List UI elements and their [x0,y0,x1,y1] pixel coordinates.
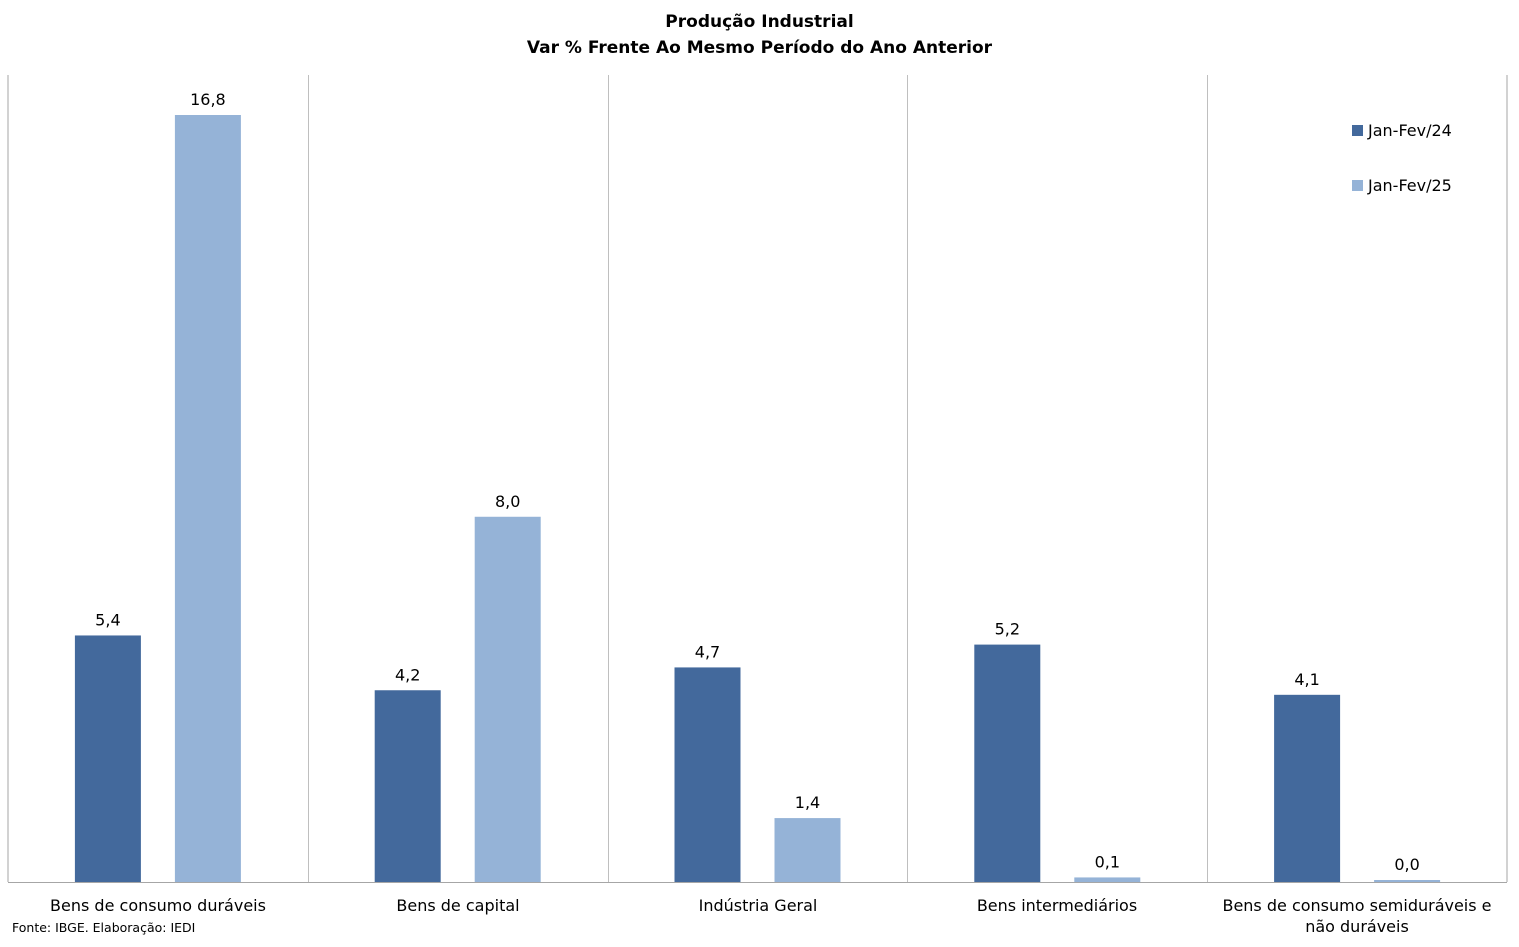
data-label: 0,0 [1394,855,1419,874]
data-label: 5,2 [995,620,1020,639]
x-tick-label: Bens de capital [396,896,520,915]
chart-title: Produção Industrial [665,12,854,32]
data-label: 1,4 [795,793,820,812]
data-label: 0,1 [1095,852,1120,871]
bar-series-1 [1274,694,1341,882]
legend-swatch-series-1 [1352,125,1363,136]
legend-item-series-1: Jan-Fev/24 [1352,121,1452,140]
x-tick-label: Bens intermediários [976,896,1138,915]
x-tick-label: Indústria Geral [698,896,818,915]
legend-label-series-1: Jan-Fev/24 [1368,121,1452,140]
bar-series-2 [474,516,541,882]
bar-series-1 [974,644,1041,882]
x-tick-label: Bens de consumo semiduráveis e não duráv… [1222,896,1492,936]
bar-series-2 [774,818,841,882]
data-label: 4,1 [1294,670,1319,689]
legend-label-series-2: Jan-Fev/25 [1368,176,1452,195]
data-label: 16,8 [190,90,226,109]
legend-item-series-2: Jan-Fev/25 [1352,176,1452,195]
legend-swatch-series-2 [1352,180,1363,191]
data-label: 8,0 [495,492,520,511]
data-label: 4,7 [695,642,720,661]
data-label: 4,2 [395,665,420,684]
x-tick-label: Bens de consumo duráveis [50,896,266,915]
bar-series-2 [174,115,241,882]
data-label: 5,4 [95,610,120,629]
bar-series-2 [1374,880,1441,882]
bar-series-1 [74,635,141,882]
bar-series-1 [674,667,741,882]
bar-series-2 [1074,877,1141,882]
source-note: Fonte: IBGE. Elaboração: IEDI [12,920,196,935]
bar-series-1 [374,690,441,882]
chart-subtitle: Var % Frente Ao Mesmo Período do Ano Ant… [526,38,993,58]
